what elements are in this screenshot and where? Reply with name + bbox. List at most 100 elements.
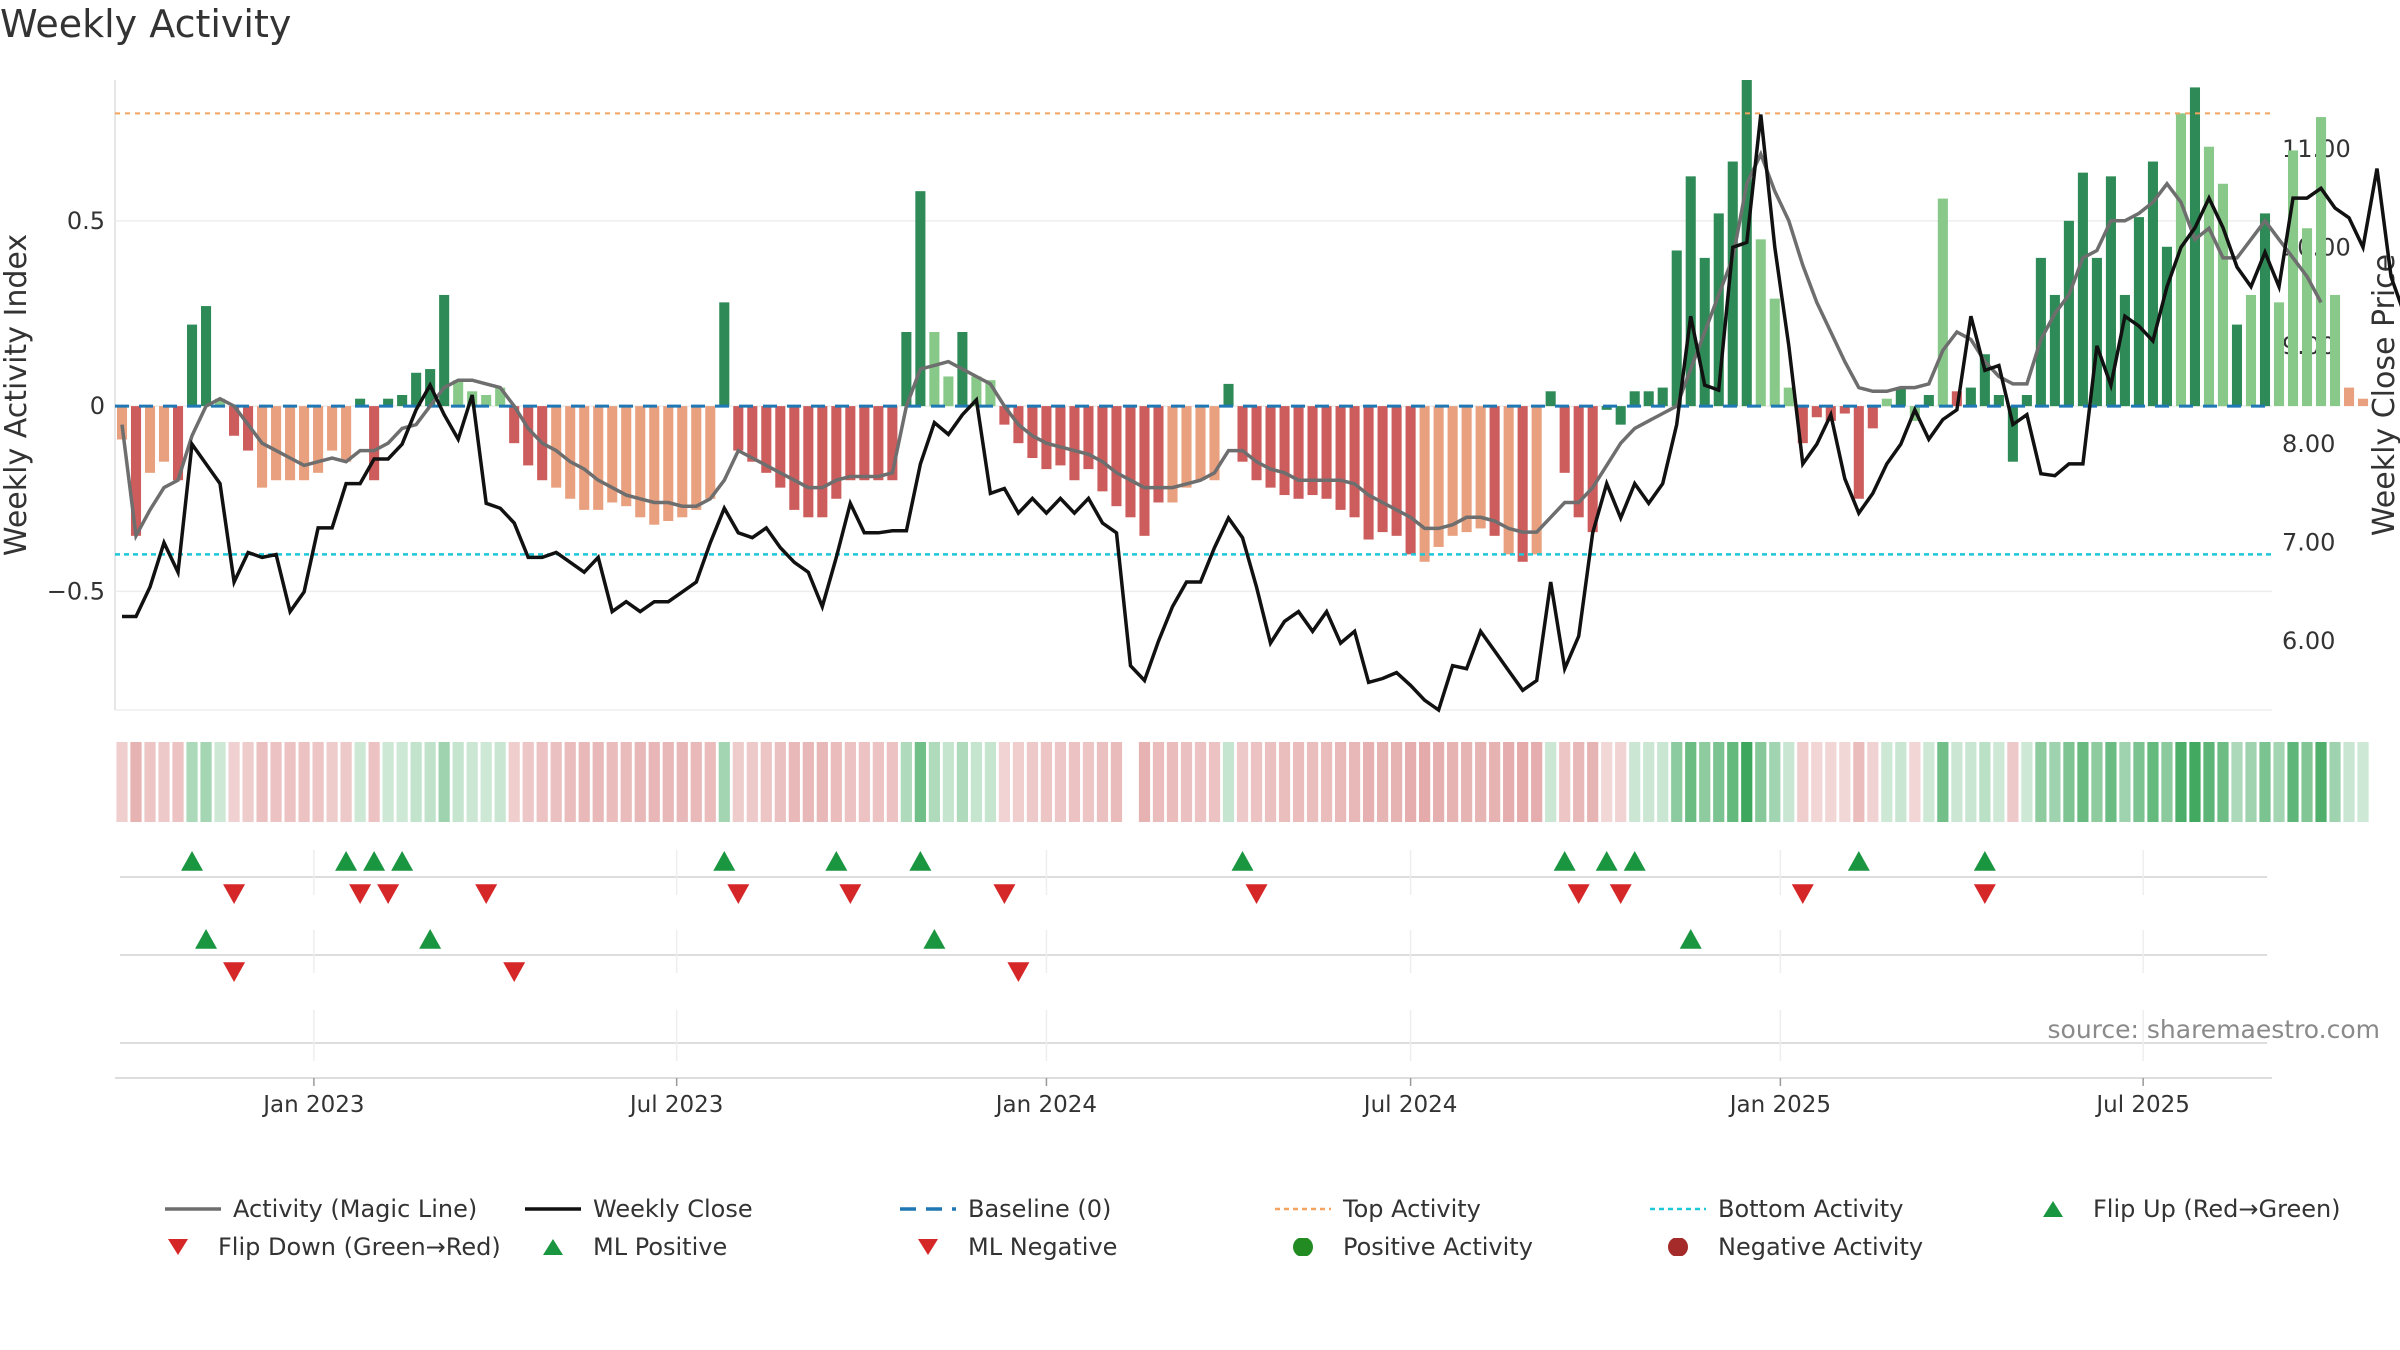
activity-bar: [1363, 406, 1374, 540]
heat-strip-cell: [1741, 742, 1753, 822]
activity-bar: [705, 406, 716, 499]
heat-strip-cell: [732, 742, 744, 822]
heat-strip-cell: [2077, 742, 2089, 822]
legend-swatch: [2043, 1201, 2063, 1217]
flip-down-marker: [993, 884, 1016, 904]
heat-strip-cell: [1461, 742, 1473, 822]
activity-bar: [1727, 161, 1738, 407]
activity-bar: [2343, 387, 2355, 407]
legend-item: Negative Activity: [1650, 1233, 1923, 1261]
activity-bar: [831, 406, 842, 499]
heat-strip-cell: [914, 742, 926, 822]
heat-strip-cell: [2049, 742, 2061, 822]
legend-label: Weekly Close: [593, 1195, 753, 1223]
heat-strip-cell: [1250, 742, 1263, 822]
legend-label: ML Positive: [593, 1233, 728, 1261]
legend-label: Activity (Magic Line): [233, 1195, 478, 1223]
legend-item: Activity (Magic Line): [165, 1195, 477, 1223]
heat-strip-cell: [1573, 742, 1585, 822]
heat-strip-cell: [900, 742, 912, 822]
heat-strip-cell: [116, 742, 128, 822]
activity-bar: [158, 406, 170, 462]
heat-strip-cell: [830, 742, 842, 822]
ml-positive-marker: [923, 929, 946, 949]
chart-legend: Activity (Magic Line) Weekly Close Baselin…: [150, 1195, 2400, 1295]
legend-item: Top Activity: [1275, 1195, 1481, 1223]
heat-strip-cell: [606, 742, 618, 822]
heat-strip-cell: [1404, 742, 1417, 822]
heat-strip-cell: [2231, 742, 2243, 822]
heat-strip-cell: [2007, 742, 2019, 822]
activity-bar: [1419, 406, 1430, 562]
legend-item: Flip Down (Green→Red): [150, 1233, 501, 1261]
activity-bar: [229, 406, 240, 436]
activity-bar: [172, 406, 184, 481]
heat-strip-cell: [1531, 742, 1543, 822]
legend-item: ML Negative: [900, 1233, 1117, 1261]
heat-strip-cell: [1433, 742, 1445, 822]
activity-bar: [1895, 387, 1906, 407]
heat-strip-cell: [2217, 742, 2229, 822]
x-tick-label: Jul 2025: [2094, 1092, 2190, 1118]
legend-label: Flip Down (Green→Red): [218, 1233, 501, 1261]
activity-bar: [1531, 406, 1542, 555]
flip-up-marker: [1231, 851, 1254, 871]
heat-strip-cell: [326, 742, 338, 822]
activity-bar: [1041, 406, 1052, 470]
flip-up-marker: [1595, 851, 1618, 871]
y-tick-label: 0: [90, 392, 105, 420]
activity-bar: [1937, 198, 1948, 407]
legend-swatch: [525, 1207, 581, 1211]
activity-bar: [1069, 406, 1080, 481]
heat-strip-cell: [340, 742, 352, 822]
heat-strip-cell: [858, 742, 870, 822]
x-tick-label: Jan 2023: [261, 1092, 364, 1118]
heat-strip-cell: [186, 742, 198, 822]
activity-bar: [593, 406, 604, 510]
heat-strip-cell: [578, 742, 590, 822]
heat-strip-cell: [494, 742, 506, 822]
activity-bar: [2287, 150, 2299, 407]
heat-strip-cell: [382, 742, 394, 822]
activity-bar: [2245, 294, 2257, 407]
source-label: source: sharemaestro.com: [2048, 1015, 2381, 1044]
heat-strip-cell: [1937, 742, 1949, 822]
legend-swatch: [900, 1207, 956, 1211]
weekly-activity-chart: 0.50−0.511.0010.009.008.007.006.00Weekly…: [0, 80, 2400, 1118]
legend-label: Top Activity: [1343, 1195, 1481, 1223]
activity-bar: [1979, 354, 1990, 407]
heat-strip-cell: [1040, 742, 1053, 822]
activity-bar: [1125, 406, 1136, 518]
activity-bar: [2133, 217, 2144, 407]
heat-strip-cell: [522, 742, 534, 822]
heat-strip-cell: [2357, 742, 2369, 822]
activity-bar: [649, 406, 660, 525]
heat-strip-cell: [466, 742, 478, 822]
heat-strip-cell: [1348, 742, 1361, 822]
heat-strip-cell: [1839, 742, 1851, 822]
activity-bar: [1377, 406, 1388, 533]
activity-bar: [873, 406, 884, 481]
flip-up-marker: [713, 851, 736, 871]
flip-up-marker: [335, 851, 358, 871]
flip-down-marker: [727, 884, 750, 904]
activity-bar: [1783, 387, 1794, 407]
heat-strip-cell: [1096, 742, 1109, 822]
legend-label: Positive Activity: [1343, 1233, 1533, 1261]
flip-down-marker: [1567, 884, 1590, 904]
activity-bar: [271, 406, 282, 481]
activity-bar: [1181, 406, 1192, 488]
heat-strip-cell: [2105, 742, 2117, 822]
activity-bar: [1209, 406, 1220, 481]
flip-up-marker: [909, 851, 932, 871]
heat-strip-cell: [2301, 742, 2313, 822]
legend-label: Negative Activity: [1718, 1233, 1924, 1261]
flip-up-marker: [1553, 851, 1576, 871]
heat-strip-cell: [774, 742, 786, 822]
activity-bar: [1027, 406, 1038, 458]
heat-strip-cell: [2203, 742, 2215, 822]
activity-bar: [789, 406, 800, 510]
activity-bar: [481, 395, 492, 407]
activity-bar: [607, 406, 618, 503]
activity-bar: [719, 302, 730, 407]
